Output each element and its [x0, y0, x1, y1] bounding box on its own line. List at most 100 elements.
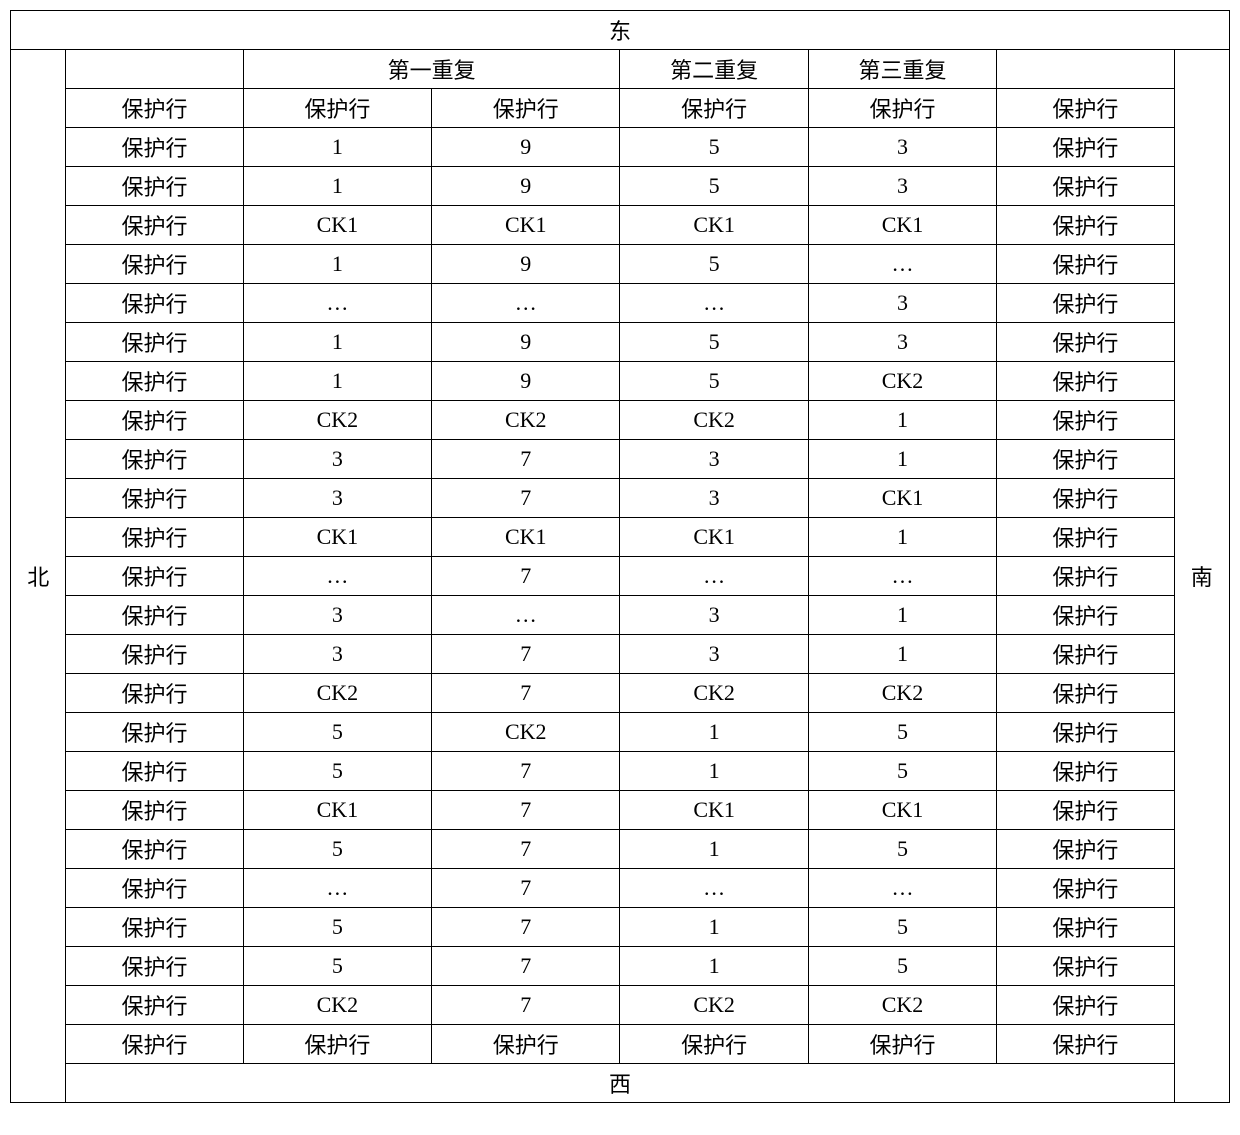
cell: 1 — [808, 440, 996, 479]
cell: 3 — [620, 635, 808, 674]
header-rep2: 第二重复 — [620, 50, 808, 89]
cell: 保护行 — [66, 518, 243, 557]
cell: 保护行 — [997, 479, 1174, 518]
cell: 9 — [432, 245, 620, 284]
cell: 5 — [243, 908, 431, 947]
cell: 保护行 — [997, 245, 1174, 284]
direction-north: 北 — [11, 50, 66, 1103]
cell: 保护行 — [997, 791, 1174, 830]
cell: 保护行 — [997, 674, 1174, 713]
cell: 保护行 — [997, 713, 1174, 752]
cell: 1 — [620, 752, 808, 791]
cell: 保护行 — [997, 206, 1174, 245]
cell: 3 — [620, 440, 808, 479]
cell: CK1 — [432, 518, 620, 557]
cell: 1 — [808, 596, 996, 635]
direction-west: 西 — [66, 1064, 1174, 1103]
cell: 9 — [432, 167, 620, 206]
cell: 1 — [808, 635, 996, 674]
cell: 7 — [432, 986, 620, 1025]
cell: 5 — [808, 947, 996, 986]
cell: 保护行 — [66, 401, 243, 440]
cell: 保护行 — [997, 596, 1174, 635]
header-rep3: 第三重复 — [808, 50, 996, 89]
cell: 5 — [620, 128, 808, 167]
cell: 保护行 — [66, 986, 243, 1025]
cell: 9 — [432, 362, 620, 401]
cell: 5 — [620, 323, 808, 362]
cell: … — [243, 284, 431, 323]
cell: … — [432, 284, 620, 323]
cell: CK1 — [620, 791, 808, 830]
cell: 保护行 — [66, 284, 243, 323]
cell: … — [620, 557, 808, 596]
cell: … — [808, 245, 996, 284]
cell: 保护行 — [66, 557, 243, 596]
cell: 保护行 — [997, 323, 1174, 362]
cell: 5 — [620, 167, 808, 206]
cell: 保护行 — [66, 752, 243, 791]
cell: 保护行 — [997, 908, 1174, 947]
cell: 保护行 — [66, 1025, 243, 1064]
cell: 3 — [808, 128, 996, 167]
cell: CK1 — [620, 518, 808, 557]
cell: CK2 — [620, 674, 808, 713]
cell: 保护行 — [620, 1025, 808, 1064]
cell: CK2 — [808, 674, 996, 713]
experiment-layout-table: 东 北 第一重复 第二重复 第三重复 南 保护行 保护行 保护行 保护行 保护行… — [10, 10, 1230, 1103]
cell: 保护行 — [997, 128, 1174, 167]
cell: 保护行 — [66, 713, 243, 752]
cell: 3 — [620, 596, 808, 635]
cell: 保护行 — [997, 830, 1174, 869]
cell: CK2 — [808, 986, 996, 1025]
cell: 5 — [808, 713, 996, 752]
cell: CK1 — [620, 206, 808, 245]
cell: 3 — [808, 167, 996, 206]
cell: 1 — [243, 245, 431, 284]
cell: … — [620, 284, 808, 323]
cell: … — [243, 557, 431, 596]
cell: 保护行 — [997, 986, 1174, 1025]
cell: 1 — [620, 713, 808, 752]
cell: 保护行 — [66, 947, 243, 986]
cell: CK2 — [243, 986, 431, 1025]
cell: 1 — [620, 908, 808, 947]
cell: 5 — [243, 713, 431, 752]
direction-east: 东 — [11, 11, 1230, 50]
cell: 5 — [808, 908, 996, 947]
cell: 1 — [243, 167, 431, 206]
cell: 保护行 — [997, 752, 1174, 791]
cell: CK1 — [243, 791, 431, 830]
cell: 保护行 — [66, 830, 243, 869]
cell: 保护行 — [66, 89, 243, 128]
cell: 保护行 — [66, 323, 243, 362]
cell: 保护行 — [432, 1025, 620, 1064]
direction-south: 南 — [1174, 50, 1230, 1103]
cell: 7 — [432, 440, 620, 479]
cell: 7 — [432, 752, 620, 791]
cell: … — [808, 869, 996, 908]
cell: … — [808, 557, 996, 596]
cell: 3 — [243, 635, 431, 674]
cell: 保护行 — [66, 908, 243, 947]
cell: 保护行 — [66, 635, 243, 674]
cell: 1 — [808, 518, 996, 557]
cell: CK1 — [432, 206, 620, 245]
cell: 保护行 — [808, 89, 996, 128]
cell: 7 — [432, 791, 620, 830]
cell: 保护行 — [66, 440, 243, 479]
cell: 3 — [243, 596, 431, 635]
cell: CK1 — [243, 206, 431, 245]
cell: CK2 — [432, 401, 620, 440]
cell: 保护行 — [997, 1025, 1174, 1064]
cell: 1 — [243, 362, 431, 401]
header-blank-left — [66, 50, 243, 89]
cell: 保护行 — [997, 635, 1174, 674]
cell: CK2 — [620, 986, 808, 1025]
cell: 5 — [243, 830, 431, 869]
cell: 7 — [432, 635, 620, 674]
cell: … — [243, 869, 431, 908]
cell: 保护行 — [66, 674, 243, 713]
cell: 保护行 — [997, 947, 1174, 986]
cell: 5 — [620, 362, 808, 401]
